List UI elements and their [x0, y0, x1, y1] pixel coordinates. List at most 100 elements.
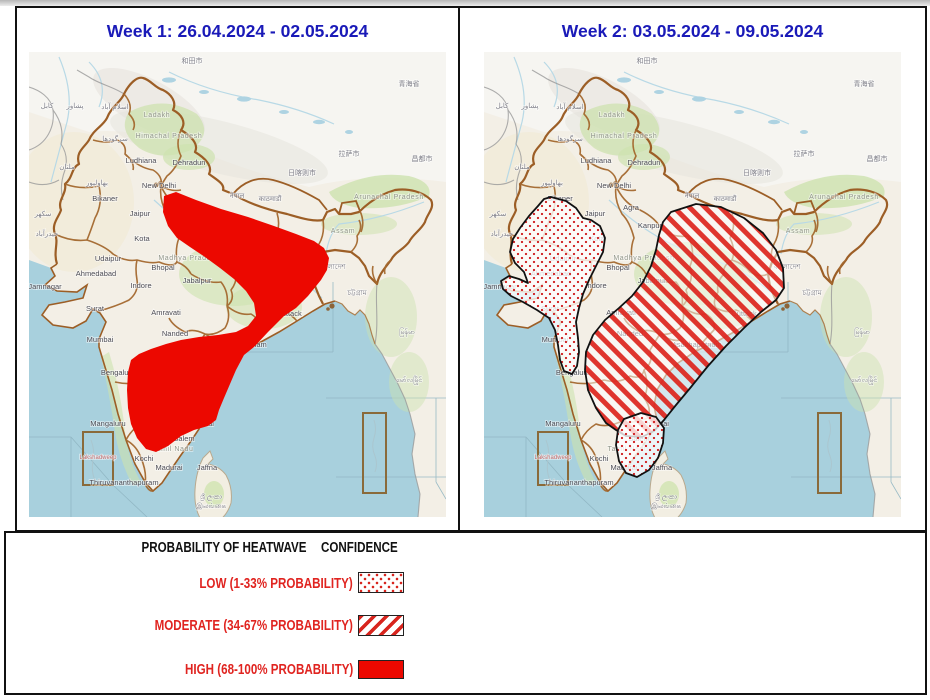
map-label: Ludhiana [126, 156, 158, 165]
map-label: 和田市 [182, 56, 203, 65]
map-label: Udaipur [95, 254, 122, 263]
map-label: Bhopal [606, 263, 630, 272]
map-label: Dehradun [628, 158, 661, 167]
legend-swatch-low-dots [358, 572, 404, 593]
legend-swatch-moderate-stripes [358, 615, 404, 636]
map-label: বাংলাদেশ [773, 264, 802, 271]
map-label: 日喀则市 [288, 168, 316, 177]
map-label: اسلام آباد [556, 101, 583, 111]
map-label: ملتان [59, 163, 75, 171]
legend-item-high: HIGH (68-100% PROBABILITY) [184, 662, 353, 678]
map-label: Assam [331, 228, 355, 235]
map-label: بهاولپور [540, 179, 563, 187]
legend-swatch-high-solid [358, 660, 404, 679]
week1-panel: Week 1: 26.04.2024 - 02.05.2024 Ladakh Hi… [17, 8, 460, 530]
week1-title: Week 1: 26.04.2024 - 02.05.2024 [106, 21, 369, 41]
map-label: Jaffna [652, 463, 673, 472]
map-label: Madhya Pradesh [158, 255, 219, 262]
map-label: حیدرآباد [491, 228, 514, 238]
map-label: Madhya Pradesh [613, 255, 674, 262]
week2-panel: Week 2: 03.05.2024 - 09.05.2024 Ladakh Hi… [460, 8, 925, 530]
map-label: Kochi [590, 454, 609, 463]
map-label: New Delhi [597, 181, 632, 190]
map-label: ملتان [514, 163, 530, 171]
map-label: Himachal Pradesh [591, 133, 658, 140]
week1-high-probability-region [127, 192, 329, 452]
map-label: မြန်မာ [854, 327, 870, 337]
map-label: Arunachal Pradesh [354, 194, 424, 201]
map-label: Thiruvananthapuram [544, 478, 613, 487]
map-label: Indore [585, 281, 606, 290]
legend-header-probability: PROBABILITY OF HEATWAVE [141, 540, 307, 556]
legend-header-confidence: CONFIDENCE [321, 540, 398, 556]
map-label: Ladakh [599, 112, 626, 119]
map-label: کابل [496, 102, 509, 110]
map-label: Assam [786, 228, 810, 235]
map-label: New Delhi [142, 181, 177, 190]
map-label: 拉萨市 [339, 149, 360, 158]
map-label: Mumbai [87, 335, 114, 344]
map-table: Week 1: 26.04.2024 - 02.05.2024 Ladakh Hi… [15, 6, 927, 532]
map-label: မော်လမြိုင် [851, 375, 878, 385]
map-label: 拉萨市 [794, 149, 815, 158]
week2-title: Week 2: 03.05.2024 - 09.05.2024 [561, 21, 824, 41]
map-label: Dehradun [173, 158, 206, 167]
map-label: Indore [130, 281, 151, 290]
map-label: Salem [173, 434, 194, 443]
map-label: Ladakh [144, 112, 171, 119]
map-label: اسلام آباد [101, 101, 128, 111]
map-label: کابل [41, 102, 54, 110]
map-label: Kochi [135, 454, 154, 463]
map-label: Mangaluru [90, 419, 125, 428]
map-label: Agra [623, 203, 640, 212]
map-label: Himachal Pradesh [136, 133, 203, 140]
map-label: বাংলাদেশ [318, 264, 347, 271]
map-label: 青海省 [399, 79, 420, 88]
map-label: Amravati [151, 308, 181, 317]
window-top-edge [0, 0, 930, 6]
week2-low-probability-region-northwest [500, 196, 606, 375]
map-label: Nanded [162, 329, 188, 338]
map-label: नेपाल [685, 191, 700, 200]
map-label: नेपाल [230, 191, 245, 200]
map-label: Lakshadweep [79, 455, 117, 461]
week2-map: Ladakh Himachal Pradesh Ludhiana Dehradun Ne… [484, 52, 901, 517]
map-label: 日喀则市 [743, 168, 771, 177]
map-label: Lakshadweep [534, 455, 572, 461]
map-label: Jaipur [130, 209, 151, 218]
map-label: 昌都市 [412, 154, 433, 163]
map-label: بهاولپور [85, 179, 108, 187]
map-label: Bikaner [92, 194, 118, 203]
map-label: سرگودها [102, 134, 128, 143]
map-label: Bengaluru [101, 368, 135, 377]
map-label: Jamnagar [29, 282, 62, 291]
map-label: 昌都市 [867, 154, 888, 163]
map-label: Mangaluru [545, 419, 580, 428]
map-label: Jaffna [197, 463, 218, 472]
map-label: Surat [86, 304, 105, 313]
legend-box: PROBABILITY OF HEATWAVE CONFIDENCE LOW (… [4, 531, 927, 695]
map-label: 和田市 [637, 56, 658, 65]
map-label: پشاور [65, 102, 83, 110]
map-label: سرگودها [557, 134, 583, 143]
map-label: پشاور [520, 102, 538, 110]
map-label: Jabalpur [183, 276, 212, 285]
map-label: இலங்கை [196, 502, 226, 510]
map-label: இலங்கை [651, 502, 681, 510]
map-label: မြန်မာ [399, 327, 415, 337]
legend-item-moderate: MODERATE (34-67% PROBABILITY) [154, 618, 353, 634]
map-label: Mumbai [542, 335, 569, 344]
map-label: سکھر [489, 210, 507, 218]
map-label: حیدرآباد [36, 228, 59, 238]
map-label: Cuttack [276, 309, 302, 318]
map-label: Madurai [155, 463, 182, 472]
map-label: Ludhiana [581, 156, 613, 165]
map-label: काठमाडौं [259, 194, 282, 203]
map-label: काठमाडौं [714, 194, 737, 203]
map-label: ශ්‍රී ලංකා [655, 493, 678, 502]
map-label: Kanpur [638, 221, 663, 230]
map-label: Kota [134, 234, 150, 243]
legend-item-low: LOW (1-33% PROBABILITY) [199, 576, 353, 592]
map-label: Bikaner [547, 194, 573, 203]
